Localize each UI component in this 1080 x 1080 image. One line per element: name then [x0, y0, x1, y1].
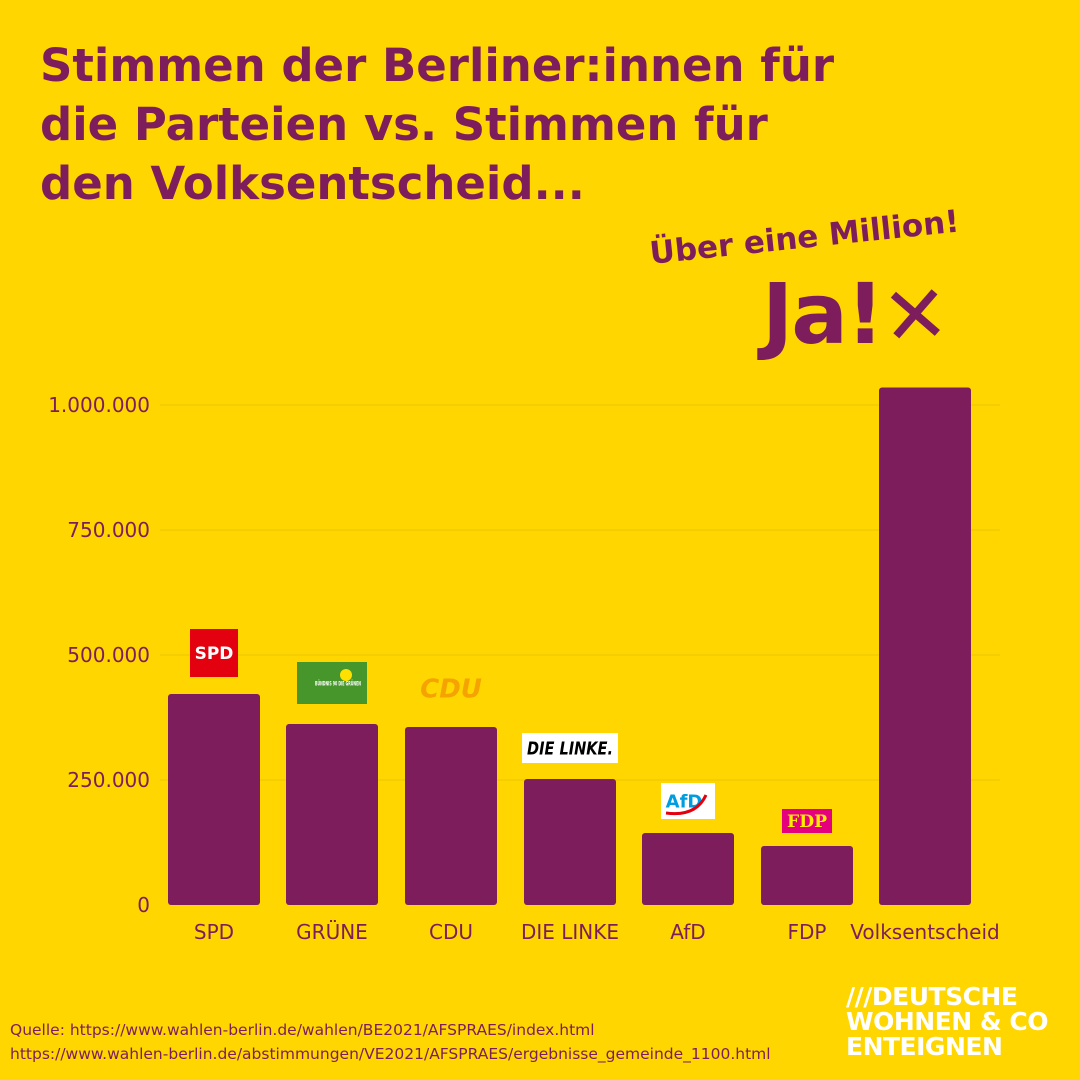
bar-spd — [168, 694, 260, 905]
bar-die-linke — [524, 779, 616, 905]
source-citation: Quelle: https://www.wahlen-berlin.de/wah… — [10, 1018, 771, 1066]
source-line: https://www.wahlen-berlin.de/abstimmunge… — [10, 1045, 771, 1063]
cdu-logo: CDU — [420, 674, 482, 704]
ja-campaign-logo: Ja!✕ — [762, 267, 950, 364]
spd-logo-text: SPD — [195, 644, 234, 664]
x-tick-label: DIE LINKE — [521, 920, 619, 944]
gruene-logo: BÜNDNIS 90 DIE GRÜNEN — [297, 662, 367, 704]
ja-logo-text: Ja! — [762, 265, 884, 363]
spd-logo-bg — [190, 629, 238, 677]
y-tick-label: 500.000 — [67, 643, 150, 667]
linke-logo-bg — [522, 733, 618, 763]
dwe-brand-logo: ///DEUTSCHE WOHNEN & CO ENTEIGNEN — [846, 984, 1048, 1059]
bar-cdu — [405, 727, 497, 905]
bar-fdp — [761, 846, 853, 905]
x-tick-label: Volksentscheid — [850, 920, 999, 944]
fdp-logo-text: FDP — [787, 812, 827, 832]
spd-logo: SPD — [190, 629, 238, 677]
brand-line: ENTEIGNEN — [846, 1032, 1003, 1061]
brand-line: WOHNEN & CO — [846, 1007, 1048, 1036]
bar-afd — [642, 833, 734, 905]
title-line: Stimmen der Berliner:innen für — [40, 39, 835, 92]
y-tick-label: 750.000 — [67, 518, 150, 542]
title-line: die Parteien vs. Stimmen für — [40, 98, 768, 151]
afd-logo-text: AfD — [666, 791, 703, 812]
x-tick-label: AfD — [670, 920, 705, 944]
gruene-logo-text: BÜNDNIS 90 DIE GRÜNEN — [315, 678, 361, 687]
gruene-logo-bg — [297, 662, 367, 704]
linke-logo: DIE LINKE. — [522, 733, 618, 763]
title-line: den Volksentscheid... — [40, 157, 585, 210]
x-tick-label: SPD — [194, 920, 234, 944]
y-tick-label: 1.000.000 — [48, 393, 150, 417]
y-tick-label: 0 — [137, 893, 150, 917]
page-title: Stimmen der Berliner:innen für die Parte… — [40, 36, 860, 213]
x-tick-label: FDP — [788, 920, 827, 944]
x-tick-label: GRÜNE — [296, 920, 368, 944]
afd-logo: AfD — [661, 783, 715, 819]
source-line: Quelle: https://www.wahlen-berlin.de/wah… — [10, 1021, 595, 1039]
sunflower-icon — [340, 669, 352, 681]
bar-volksentscheid — [879, 387, 971, 905]
linke-logo-text: DIE LINKE. — [527, 738, 613, 759]
y-tick-label: 250.000 — [67, 768, 150, 792]
fdp-logo: FDP — [782, 809, 832, 833]
arrow-icon — [665, 794, 708, 816]
cdu-logo-text: CDU — [420, 674, 482, 704]
fdp-logo-bg — [782, 809, 832, 833]
x-tick-label: CDU — [429, 920, 473, 944]
brand-line: ///DEUTSCHE — [846, 982, 1018, 1011]
bar-grüne — [286, 724, 378, 905]
